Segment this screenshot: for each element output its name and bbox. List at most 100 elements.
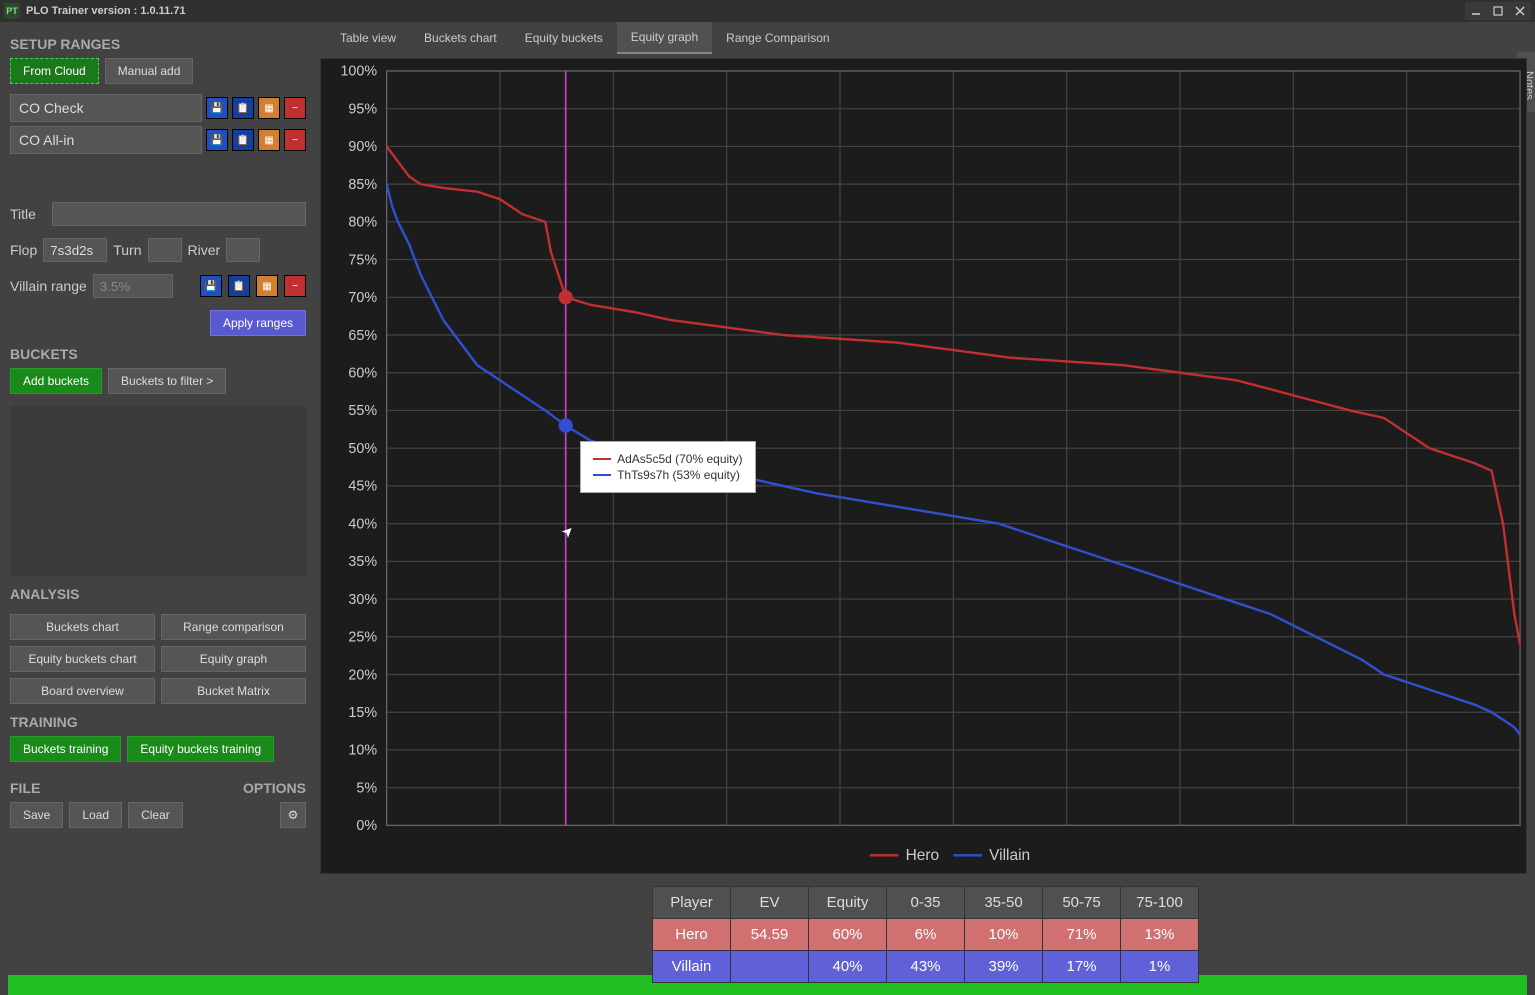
range-row: CO Check 💾 📋 ▦ − <box>10 94 306 122</box>
table-cell: 10% <box>965 919 1043 951</box>
save-icon[interactable]: 💾 <box>206 97 228 119</box>
save-icon[interactable]: 💾 <box>206 129 228 151</box>
close-button[interactable] <box>1509 2 1531 20</box>
manual-add-button[interactable]: Manual add <box>105 58 194 84</box>
svg-text:65%: 65% <box>348 328 377 344</box>
svg-text:30%: 30% <box>348 592 377 608</box>
table-cell: 17% <box>1043 951 1121 983</box>
tab-equity-buckets[interactable]: Equity buckets <box>511 23 617 53</box>
tab-buckets-chart[interactable]: Buckets chart <box>410 23 511 53</box>
buckets-to-filter-button[interactable]: Buckets to filter > <box>108 368 226 394</box>
svg-text:40%: 40% <box>348 516 377 532</box>
load-button[interactable]: Load <box>69 802 122 828</box>
turn-input[interactable] <box>148 238 182 262</box>
copy-icon[interactable]: 📋 <box>228 275 250 297</box>
from-cloud-button[interactable]: From Cloud <box>10 58 99 84</box>
svg-text:5%: 5% <box>356 780 377 796</box>
table-header: Equity <box>809 887 887 919</box>
range-name[interactable]: CO All-in <box>10 126 202 154</box>
delete-icon[interactable]: − <box>284 129 306 151</box>
apply-ranges-button[interactable]: Apply ranges <box>210 310 306 336</box>
svg-text:85%: 85% <box>348 177 377 193</box>
equity-graph-button[interactable]: Equity graph <box>161 646 306 672</box>
svg-text:60%: 60% <box>348 366 377 382</box>
svg-text:25%: 25% <box>348 630 377 646</box>
turn-label: Turn <box>113 242 141 258</box>
edit-icon[interactable]: ▦ <box>258 129 280 151</box>
table-header: 0-35 <box>887 887 965 919</box>
svg-text:35%: 35% <box>348 554 377 570</box>
flop-input[interactable] <box>43 238 107 262</box>
tab-equity-graph[interactable]: Equity graph <box>617 22 712 54</box>
svg-text:10%: 10% <box>348 743 377 759</box>
copy-icon[interactable]: 📋 <box>232 129 254 151</box>
edit-icon[interactable]: ▦ <box>258 97 280 119</box>
file-header: FILE <box>10 780 237 796</box>
table-cell <box>731 951 809 983</box>
bucket-matrix-button[interactable]: Bucket Matrix <box>161 678 306 704</box>
title-input[interactable] <box>52 202 306 226</box>
table-cell: 54.59 <box>731 919 809 951</box>
range-comparison-button[interactable]: Range comparison <box>161 614 306 640</box>
table-cell: Hero <box>653 919 731 951</box>
save-button[interactable]: Save <box>10 802 63 828</box>
clear-button[interactable]: Clear <box>128 802 183 828</box>
table-cell: 1% <box>1121 951 1199 983</box>
svg-text:50%: 50% <box>348 441 377 457</box>
villain-range-label: Villain range <box>10 278 87 294</box>
table-header: 50-75 <box>1043 887 1121 919</box>
table-row: Villain40%43%39%17%1% <box>653 951 1199 983</box>
table-cell: 40% <box>809 951 887 983</box>
svg-text:75%: 75% <box>348 252 377 268</box>
svg-text:20%: 20% <box>348 667 377 683</box>
river-label: River <box>188 242 221 258</box>
table-cell: 6% <box>887 919 965 951</box>
svg-text:80%: 80% <box>348 215 377 231</box>
svg-text:55%: 55% <box>348 403 377 419</box>
training-header: TRAINING <box>10 714 306 730</box>
tabs: Table view Buckets chart Equity buckets … <box>316 22 1535 54</box>
board-overview-button[interactable]: Board overview <box>10 678 155 704</box>
table-cell: Villain <box>653 951 731 983</box>
svg-text:95%: 95% <box>348 101 377 117</box>
setup-ranges-header: SETUP RANGES <box>10 36 306 52</box>
app-icon: PT <box>4 3 20 19</box>
save-icon[interactable]: 💾 <box>200 275 222 297</box>
equity-chart[interactable]: 0% 5% 10% 15% 20% 25% 30% 35% 40% 45% 50% 55% 60% 65%… <box>320 58 1527 874</box>
delete-icon[interactable]: − <box>284 275 306 297</box>
river-input[interactable] <box>226 238 260 262</box>
table-cell: 71% <box>1043 919 1121 951</box>
options-header: OPTIONS <box>243 780 306 796</box>
equity-buckets-chart-button[interactable]: Equity buckets chart <box>10 646 155 672</box>
window-title: PLO Trainer version : 1.0.11.71 <box>26 5 1465 17</box>
svg-text:15%: 15% <box>348 705 377 721</box>
delete-icon[interactable]: − <box>284 97 306 119</box>
titlebar: PT PLO Trainer version : 1.0.11.71 <box>0 0 1535 22</box>
svg-text:45%: 45% <box>348 479 377 495</box>
svg-text:100%: 100% <box>340 64 377 80</box>
options-gear-button[interactable]: ⚙ <box>280 802 306 828</box>
tab-table-view[interactable]: Table view <box>326 23 410 53</box>
range-name[interactable]: CO Check <box>10 94 202 122</box>
buckets-chart-button[interactable]: Buckets chart <box>10 614 155 640</box>
chart-tooltip: AdAs5c5d (70% equity)ThTs9s7h (53% equit… <box>580 441 755 493</box>
maximize-button[interactable] <box>1487 2 1509 20</box>
equity-buckets-training-button[interactable]: Equity buckets training <box>127 736 274 762</box>
table-cell: 13% <box>1121 919 1199 951</box>
buckets-list <box>10 406 306 576</box>
svg-text:70%: 70% <box>348 290 377 306</box>
table-cell: 39% <box>965 951 1043 983</box>
tab-range-comparison[interactable]: Range Comparison <box>712 23 843 53</box>
svg-text:0%: 0% <box>356 818 377 834</box>
copy-icon[interactable]: 📋 <box>232 97 254 119</box>
add-buckets-button[interactable]: Add buckets <box>10 368 102 394</box>
gear-icon: ⚙ <box>288 808 299 822</box>
buckets-training-button[interactable]: Buckets training <box>10 736 121 762</box>
table-cell: 60% <box>809 919 887 951</box>
edit-icon[interactable]: ▦ <box>256 275 278 297</box>
svg-text:90%: 90% <box>348 139 377 155</box>
minimize-button[interactable] <box>1465 2 1487 20</box>
table-header: 75-100 <box>1121 887 1199 919</box>
villain-range-input[interactable] <box>93 274 173 298</box>
content-area: Notes Table view Buckets chart Equity bu… <box>316 22 1535 975</box>
